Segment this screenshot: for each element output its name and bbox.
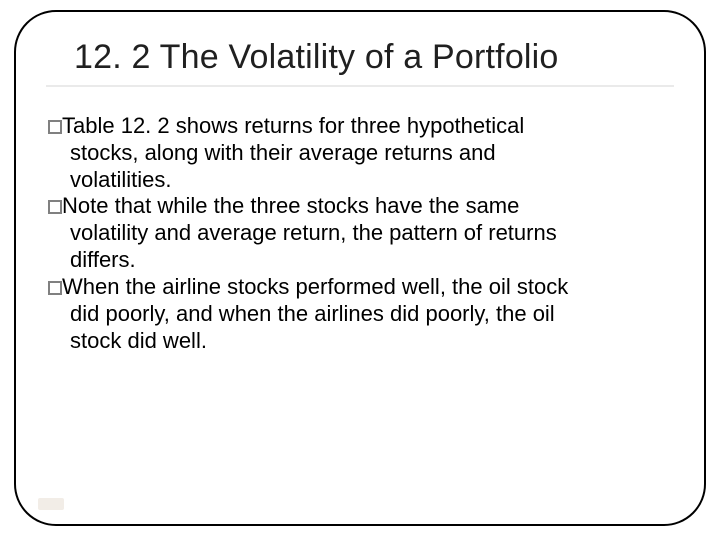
square-bullet-icon bbox=[48, 120, 62, 134]
bullet-cont: volatility and average return, the patte… bbox=[70, 220, 672, 247]
square-bullet-icon bbox=[48, 200, 62, 214]
bullet-cont: differs. bbox=[70, 247, 672, 274]
bullet-cont: stocks, along with their average returns… bbox=[70, 140, 672, 167]
bullet-text: When the airline stocks performed well, … bbox=[62, 274, 568, 299]
square-bullet-icon bbox=[48, 281, 62, 295]
bullet-cont: stock did well. bbox=[70, 328, 672, 355]
list-item: When the airline stocks performed well, … bbox=[48, 274, 672, 354]
slide-title: 12. 2 The Volatility of a Portfolio bbox=[74, 38, 674, 77]
bullet-text: Table 12. 2 shows returns for three hypo… bbox=[62, 113, 524, 138]
slide: 12. 2 The Volatility of a Portfolio Tabl… bbox=[0, 0, 720, 540]
bullet-text: Note that while the three stocks have th… bbox=[62, 193, 519, 218]
list-item: Table 12. 2 shows returns for three hypo… bbox=[48, 113, 672, 193]
bullet-cont: did poorly, and when the airlines did po… bbox=[70, 301, 672, 328]
slide-frame: 12. 2 The Volatility of a Portfolio Tabl… bbox=[14, 10, 706, 526]
slide-content: Table 12. 2 shows returns for three hypo… bbox=[46, 113, 674, 354]
title-underline bbox=[46, 85, 674, 87]
footer-mark-icon bbox=[38, 498, 64, 510]
bullet-cont: volatilities. bbox=[70, 167, 672, 194]
list-item: Note that while the three stocks have th… bbox=[48, 193, 672, 273]
